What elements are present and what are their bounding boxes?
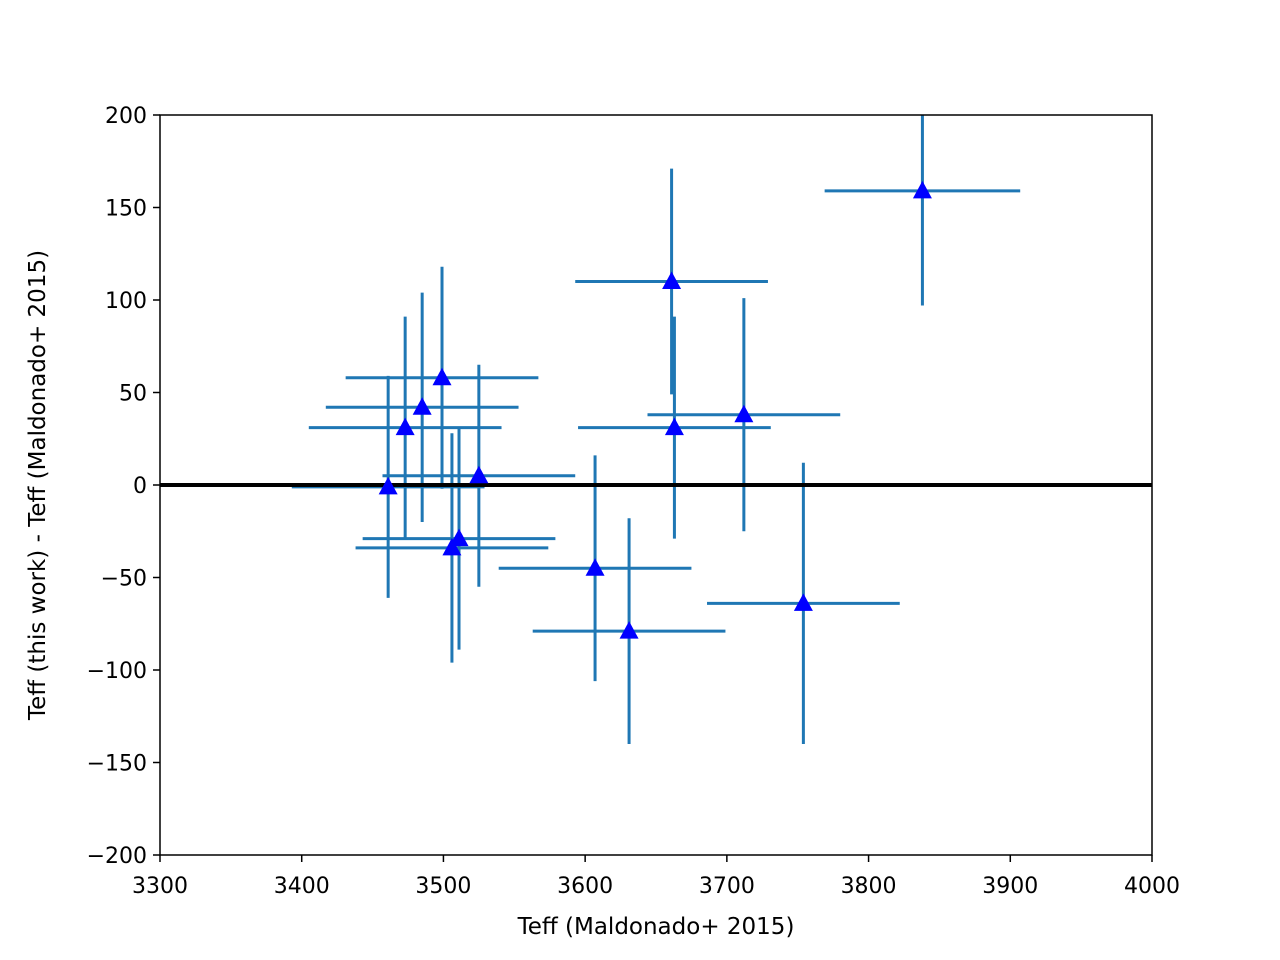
x-tick-label-3: 3600 [557, 874, 613, 899]
x-tick-label-0: 3300 [132, 874, 188, 899]
y-axis: −200 −150 −100 −50 0 50 100 150 200 [87, 104, 160, 869]
marker-layer [378, 180, 932, 639]
y-tick-label-1: −150 [87, 752, 147, 777]
data-point-13 [912, 180, 932, 199]
data-point-10 [664, 417, 684, 436]
x-tick-label-5: 3800 [841, 874, 897, 899]
y-tick-label-8: 200 [105, 104, 147, 129]
y-tick-label-5: 50 [119, 382, 147, 407]
x-tick-label-1: 3400 [274, 874, 330, 899]
x-axis-label: Teff (Maldonado+ 2015) [517, 914, 795, 940]
y-tick-label-6: 100 [105, 289, 147, 314]
data-point-12 [793, 593, 813, 611]
data-point-0 [378, 476, 398, 495]
data-point-7 [585, 558, 605, 576]
x-tick-label-6: 3900 [982, 874, 1038, 899]
data-point-8 [619, 621, 639, 639]
x-tick-label-7: 4000 [1124, 874, 1180, 899]
data-point-1 [395, 417, 415, 436]
x-tick-label-2: 3500 [415, 874, 471, 899]
data-point-11 [734, 404, 754, 423]
data-point-9 [662, 271, 682, 289]
y-tick-label-7: 150 [105, 197, 147, 222]
y-tick-label-2: −100 [87, 659, 147, 684]
data-point-3 [432, 367, 452, 386]
y-tick-label-0: −200 [87, 844, 147, 869]
data-point-6 [469, 465, 489, 484]
y-tick-label-4: 0 [133, 474, 147, 499]
x-axis: 3300 3400 3500 3600 3700 3800 3900 4000 [132, 855, 1180, 899]
y-axis-label: Teff (this work) - Teff (Maldonado+ 2015… [25, 250, 51, 721]
data-point-2 [412, 397, 432, 415]
x-tick-label-4: 3700 [699, 874, 755, 899]
data-point-5 [449, 528, 469, 547]
y-tick-label-3: −50 [101, 567, 147, 592]
data-point-4 [442, 537, 462, 556]
